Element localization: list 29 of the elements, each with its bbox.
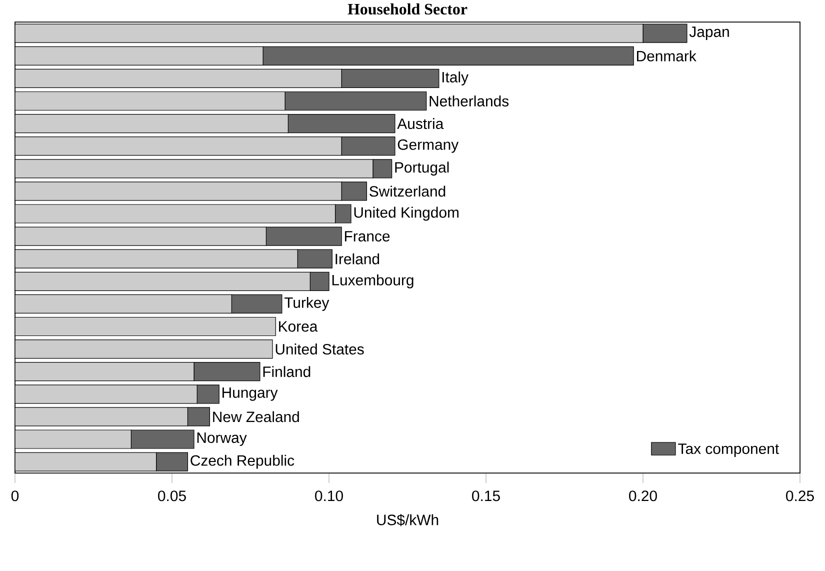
- y-tick-label: New Zealand: [213, 411, 299, 422]
- y-tick-label: Italy: [442, 71, 468, 86]
- chart-title: Household Sector: [348, 3, 468, 15]
- y-tick-label: Norway: [197, 432, 247, 446]
- y-tick-label: Germany: [398, 139, 459, 153]
- x-tick-label: 0.15: [472, 490, 500, 502]
- x-axis-title: US$/kWh: [377, 514, 438, 526]
- y-tick-label: Korea: [279, 321, 318, 332]
- y-tick-label: Luxembourg: [332, 274, 414, 288]
- x-tick-label: 0.10: [315, 490, 343, 502]
- x-tick-label: 0.25: [786, 490, 814, 502]
- y-tick-label: United States: [276, 344, 364, 354]
- y-tick-label: Portugal: [395, 162, 449, 176]
- x-tick-label: 0.20: [629, 490, 657, 502]
- y-tick-label: Netherlands: [430, 95, 509, 106]
- y-tick-label: Austria: [397, 118, 444, 129]
- x-tick-label: 0: [11, 490, 19, 502]
- y-tick-label: Finland: [263, 366, 310, 378]
- y-tick-label: Czech Republic: [190, 454, 294, 469]
- y-tick-label: Hungary: [222, 387, 278, 401]
- y-tick-label: United Kingdom: [354, 206, 458, 221]
- y-tick-label: Turkey: [284, 296, 330, 311]
- y-tick-label: Switzerland: [370, 186, 446, 197]
- y-tick-label: Denmark: [637, 50, 696, 62]
- y-tick-label: Japan: [689, 26, 729, 40]
- y-tick-label: Ireland: [336, 253, 380, 264]
- x-tick-label: 0.05: [158, 490, 186, 502]
- legend-label: Tax component: [678, 444, 779, 457]
- y-tick-label: France: [344, 231, 390, 242]
